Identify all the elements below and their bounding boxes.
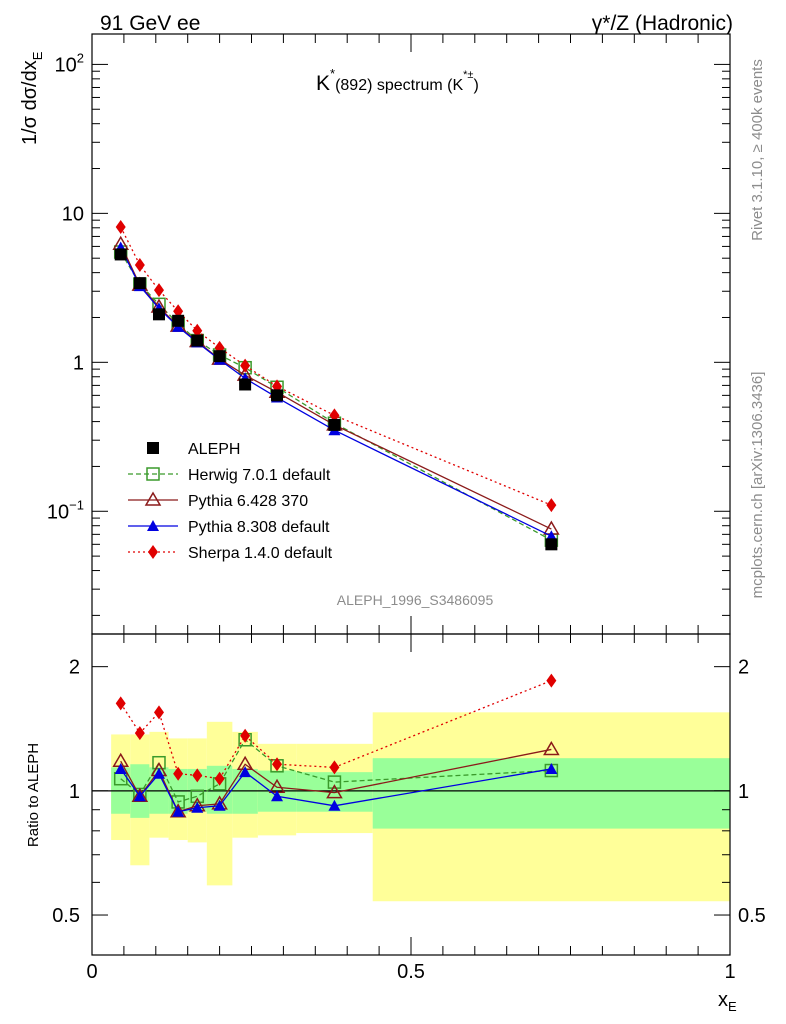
header-left: 91 GeV ee [100,12,200,35]
ratio-point-pythia-8-308-default [545,762,558,774]
ratio-point-pythia-8-308-default [172,805,185,817]
axes: 102 10 1 10−1 2 2 1 1 0.5 0.5 0 0.5 1 [47,34,766,983]
legend-marker-sherpa-1-4-0-default [148,545,158,559]
legend-label-pythia-6-428-370: Pythia 6.428 370 [188,493,308,510]
point-sherpa-1-4-0-default [134,258,145,273]
legend-marker-herwig-7-0-1-default [146,467,160,481]
ratio-tick-label-right: 1 [738,781,749,803]
ratio-tick-label-left: 0.5 [52,905,80,927]
ratio-point-pythia-8-308-default [152,767,165,779]
series-line-pythia-6-428-370 [120,244,552,530]
ratio-point-sherpa-1-4-0-default [153,705,164,720]
ratio-point-herwig-7-0-1-default [327,775,342,789]
point-aleph [172,314,185,327]
rivet-label: Rivet 3.1.10, ≥ 400k events [749,59,766,241]
ratio-point-pythia-6-428-370 [543,740,560,756]
ratio-tick-label-right: 2 [738,657,749,679]
ratio-point-sherpa-1-4-0-default [214,771,225,786]
ratio-panel-frame [91,633,731,956]
ratio-line-sherpa-1-4-0-default [120,680,552,780]
ratio-point-sherpa-1-4-0-default [546,673,557,688]
ratio-point-pythia-8-308-default [239,766,252,778]
legend-label-sherpa-1-4-0-default: Sherpa 1.4.0 default [188,545,333,562]
ratio-line-pythia-6-428-370 [120,748,552,813]
main-series [112,219,560,551]
y-tick-label: 10 [62,203,84,225]
ratio-point-pythia-8-308-default [191,801,204,813]
analysis-id: ALEPH_1996_S3486095 [337,592,494,608]
series-line-pythia-8-308-default [120,247,552,537]
point-aleph [114,248,127,261]
point-aleph [191,334,204,347]
ratio-point-sherpa-1-4-0-default [173,766,184,781]
ratio-point-pythia-8-308-default [271,790,284,802]
header-right: γ*/Z (Hadronic) [592,12,733,35]
x-tick-label: 0.5 [397,961,425,983]
mcplots-label: mcplots.cern.ch [arXiv:1306.3436] [749,372,766,599]
x-tick-label: 0 [86,961,97,983]
legend-label-herwig-7-0-1-default: Herwig 7.0.1 default [188,467,331,484]
point-aleph [239,378,252,391]
point-aleph [152,308,165,321]
ratio-point-sherpa-1-4-0-default [329,760,340,775]
x-tick-label: 1 [724,961,735,983]
ratio-series [112,673,560,818]
y-tick-label: 10−1 [47,497,84,523]
legend-marker-aleph [147,442,159,454]
point-aleph [271,389,284,402]
ratio-line-herwig-7-0-1-default [120,738,552,803]
ratio-point-sherpa-1-4-0-default [134,726,145,741]
y-tick-label: 1 [73,352,84,374]
point-sherpa-1-4-0-default [115,219,126,234]
y-axis-label: 1/σ dσ/dxE [19,51,45,145]
ratio-point-sherpa-1-4-0-default [115,696,126,711]
ratio-tick-label-left: 1 [69,781,80,803]
point-aleph [213,350,226,363]
ratio-line-pythia-8-308-default [120,768,552,813]
ratio-point-sherpa-1-4-0-default [192,768,203,783]
ratio-point-pythia-8-308-default [328,799,341,811]
ratio-point-sherpa-1-4-0-default [240,728,251,743]
point-sherpa-1-4-0-default [240,358,251,373]
y-tick-label: 102 [55,50,84,76]
series-line-sherpa-1-4-0-default [120,226,552,506]
ratio-tick-label-left: 2 [69,657,80,679]
ratio-tick-label-right: 0.5 [738,905,766,927]
ratio-point-pythia-8-308-default [213,799,226,811]
legend-label-aleph: ALEPH [188,441,240,458]
point-sherpa-1-4-0-default [153,283,164,298]
legend-marker-pythia-8-308-default [147,520,159,531]
ratio-point-sherpa-1-4-0-default [272,757,283,772]
panel-frames [91,33,731,956]
ratio-point-pythia-8-308-default [133,790,146,802]
ratio-y-axis-label: Ratio to ALEPH [25,743,42,847]
ratio-point-pythia-8-308-default [114,762,127,774]
x-axis-label: xE [718,989,737,1014]
legend-marker-pythia-6-428-370 [144,491,162,506]
ratio-point-pythia-6-428-370 [326,784,343,799]
point-aleph [133,277,146,290]
point-aleph [545,538,558,551]
point-aleph [328,418,341,431]
chart-title: K*(892) spectrum (K*±) [316,66,479,95]
point-sherpa-1-4-0-default [546,498,557,513]
point-sherpa-1-4-0-default [192,323,203,338]
legend: ALEPH Herwig 7.0.1 default Pythia 6.428 37… [128,441,333,562]
series-line-herwig-7-0-1-default [120,251,552,541]
legend-label-pythia-8-308-default: Pythia 8.308 default [188,519,330,536]
